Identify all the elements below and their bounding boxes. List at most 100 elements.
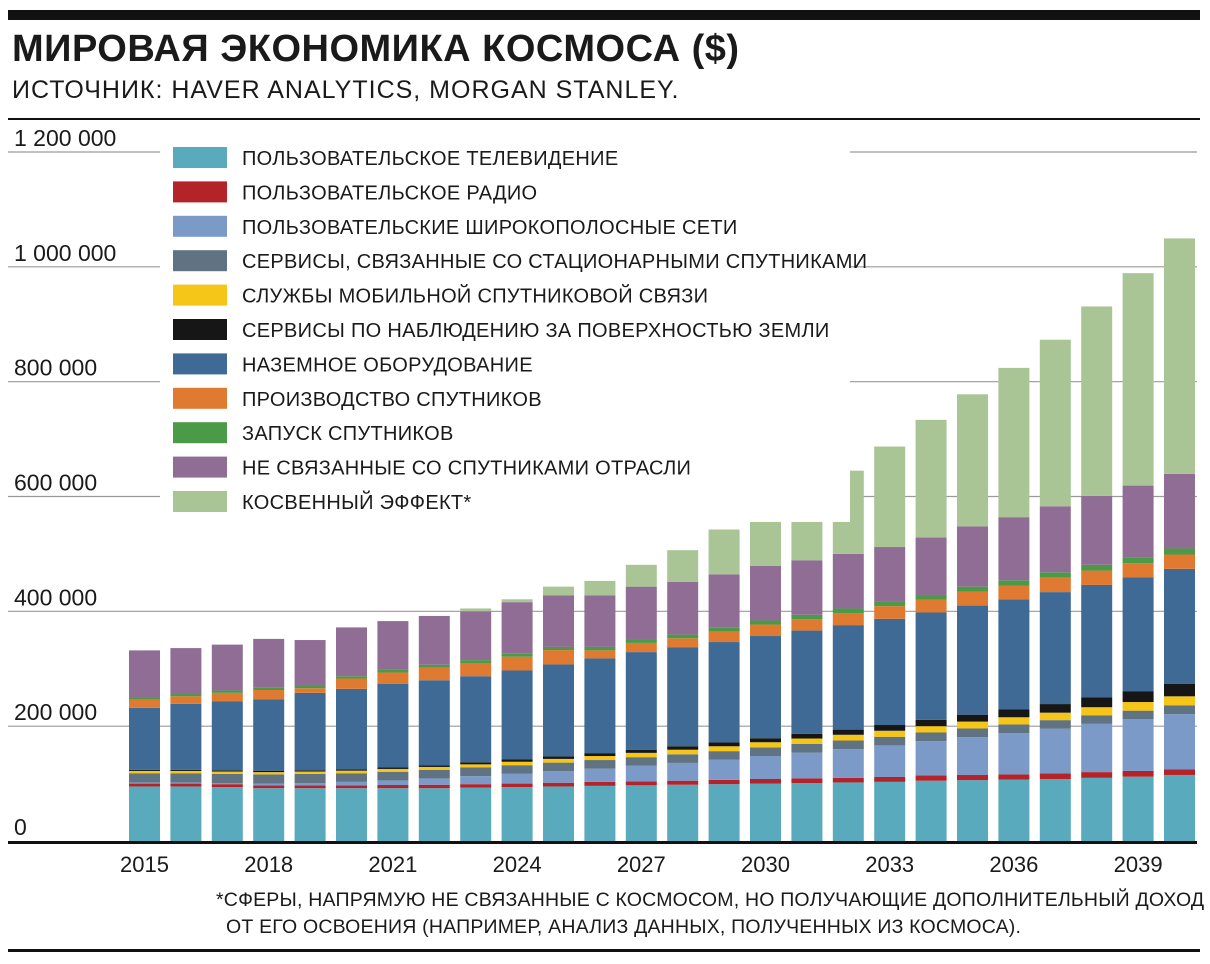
- legend-entry: ПОЛЬЗОВАТЕЛЬСКОЕ ТЕЛЕВИДЕНИЕ: [242, 148, 618, 170]
- bar-segment-3: [170, 782, 202, 784]
- bar-segment-5: [667, 749, 699, 755]
- bar-2033: [874, 446, 906, 841]
- bar-2017: [211, 644, 243, 841]
- bar-segment-4: [957, 728, 988, 738]
- bar-segment-4: [377, 771, 409, 781]
- bar-segment-7: [832, 625, 864, 730]
- bar-segment-10: [584, 595, 616, 647]
- bar-segment-2: [667, 780, 699, 785]
- bar-segment-1: [750, 783, 781, 841]
- legend-entry: ПОЛЬЗОВАТЕЛЬСКИЕ ШИРОКОПОЛОСНЫЕ СЕТИ: [242, 217, 738, 239]
- bar-segment-8: [957, 591, 988, 606]
- bar-segment-6: [708, 742, 740, 747]
- bar-segment-6: [791, 733, 823, 739]
- y-axis-ticks: 0 200 000 400 000 600 000 800 000 1 000 000 1 …: [14, 125, 116, 840]
- bar-segment-1: [418, 788, 450, 841]
- bar-segment-8: [1039, 577, 1071, 593]
- bar-segment-4: [1122, 710, 1154, 720]
- y-tick-label: 400 000: [14, 584, 97, 610]
- bar-segment-3: [543, 771, 574, 783]
- legend-swatch: [173, 387, 227, 409]
- bar-segment-2: [460, 784, 492, 788]
- bar-2036: [998, 367, 1030, 841]
- bar-segment-6: [170, 769, 202, 771]
- bar-segment-9: [667, 634, 699, 639]
- bar-2020: [336, 627, 367, 841]
- bar-segment-6: [211, 770, 243, 772]
- bar-segment-10: [294, 640, 326, 686]
- bar-segment-9: [1164, 548, 1195, 555]
- bar-segment-8: [460, 663, 492, 677]
- bar-2021: [377, 621, 409, 841]
- bar-segment-4: [253, 774, 285, 784]
- bar-segment-1: [336, 788, 367, 841]
- bar-segment-11: [874, 446, 906, 548]
- bar-segment-10: [170, 648, 202, 695]
- bar-segment-8: [1081, 570, 1113, 585]
- bar-segment-3: [832, 749, 864, 778]
- bar-segment-4: [129, 773, 160, 783]
- bar-segment-1: [1122, 776, 1154, 841]
- bar-segment-2: [708, 779, 740, 785]
- bar-segment-11: [1081, 306, 1113, 496]
- bar-segment-2: [998, 774, 1030, 780]
- bar-segment-6: [957, 714, 988, 722]
- bar-segment-2: [874, 776, 906, 782]
- bar-segment-2: [1122, 770, 1154, 777]
- bar-segment-2: [625, 781, 657, 786]
- header-rule: [8, 118, 1200, 120]
- bar-segment-7: [543, 664, 574, 757]
- legend-entry: ЗАПУСК СПУТНИКОВ: [242, 423, 454, 445]
- x-tick-label: 2039: [1114, 852, 1163, 877]
- bar-segment-11: [708, 529, 740, 575]
- bar-segment-2: [211, 784, 243, 788]
- bar-segment-5: [584, 756, 616, 761]
- bar-segment-7: [211, 701, 243, 771]
- bar-segment-1: [584, 785, 616, 841]
- bar-segment-3: [584, 768, 616, 782]
- legend-swatch: [173, 422, 227, 444]
- bar-2038: [1081, 306, 1113, 841]
- bar-segment-9: [253, 687, 285, 690]
- bar-segment-2: [129, 783, 160, 787]
- bar-segment-4: [584, 760, 616, 769]
- bottom-rule: [8, 949, 1200, 952]
- bar-segment-8: [750, 624, 781, 637]
- bar-2035: [957, 394, 988, 841]
- bar-segment-5: [874, 730, 906, 737]
- bar-segment-2: [336, 785, 367, 789]
- bar-segment-3: [1122, 719, 1154, 771]
- bar-segment-10: [1081, 495, 1113, 565]
- bar-segment-1: [1039, 778, 1071, 841]
- footnote-line-2: ОТ ЕГО ОСВОЕНИЯ (НАПРИМЕР, АНАЛИЗ ДАННЫХ…: [226, 916, 1022, 938]
- bar-segment-10: [957, 526, 988, 587]
- legend-entry: СЕРВИСЫ, СВЯЗАННЫЕ СО СТАЦИОНАРНЫМИ СПУТ…: [242, 251, 867, 273]
- chart-source: ИСТОЧНИК: HAVER ANALYTICS, MORGAN STANLE…: [12, 76, 680, 104]
- bar-segment-5: [1122, 702, 1154, 711]
- legend-entry: НЕ СВЯЗАННЫЕ СО СПУТНИКАМИ ОТРАСЛИ: [242, 458, 691, 480]
- bar-segment-4: [998, 724, 1030, 734]
- legend-swatch: [173, 147, 227, 168]
- bar-segment-6: [418, 765, 450, 767]
- bar-segment-7: [667, 647, 699, 747]
- bar-segment-7: [1039, 592, 1071, 705]
- bar-segment-6: [501, 759, 533, 762]
- bar-segment-9: [377, 669, 409, 673]
- bar-segment-10: [708, 574, 740, 628]
- bar-segment-8: [253, 689, 285, 700]
- bar-segment-2: [418, 784, 450, 789]
- y-tick-label: 1 200 000: [14, 125, 116, 151]
- legend-swatch: [173, 215, 227, 237]
- bar-segment-9: [336, 676, 367, 679]
- bar-segment-8: [129, 699, 160, 708]
- bar-segment-7: [129, 707, 160, 770]
- bar-segment-10: [501, 602, 533, 654]
- bar-segment-7: [501, 670, 533, 760]
- bar-segment-7: [460, 676, 492, 763]
- bar-segment-6: [460, 762, 492, 765]
- bar-segment-7: [1164, 568, 1195, 684]
- bar-2032: [832, 470, 864, 841]
- bar-segment-8: [418, 667, 450, 681]
- bar-segment-3: [625, 765, 657, 782]
